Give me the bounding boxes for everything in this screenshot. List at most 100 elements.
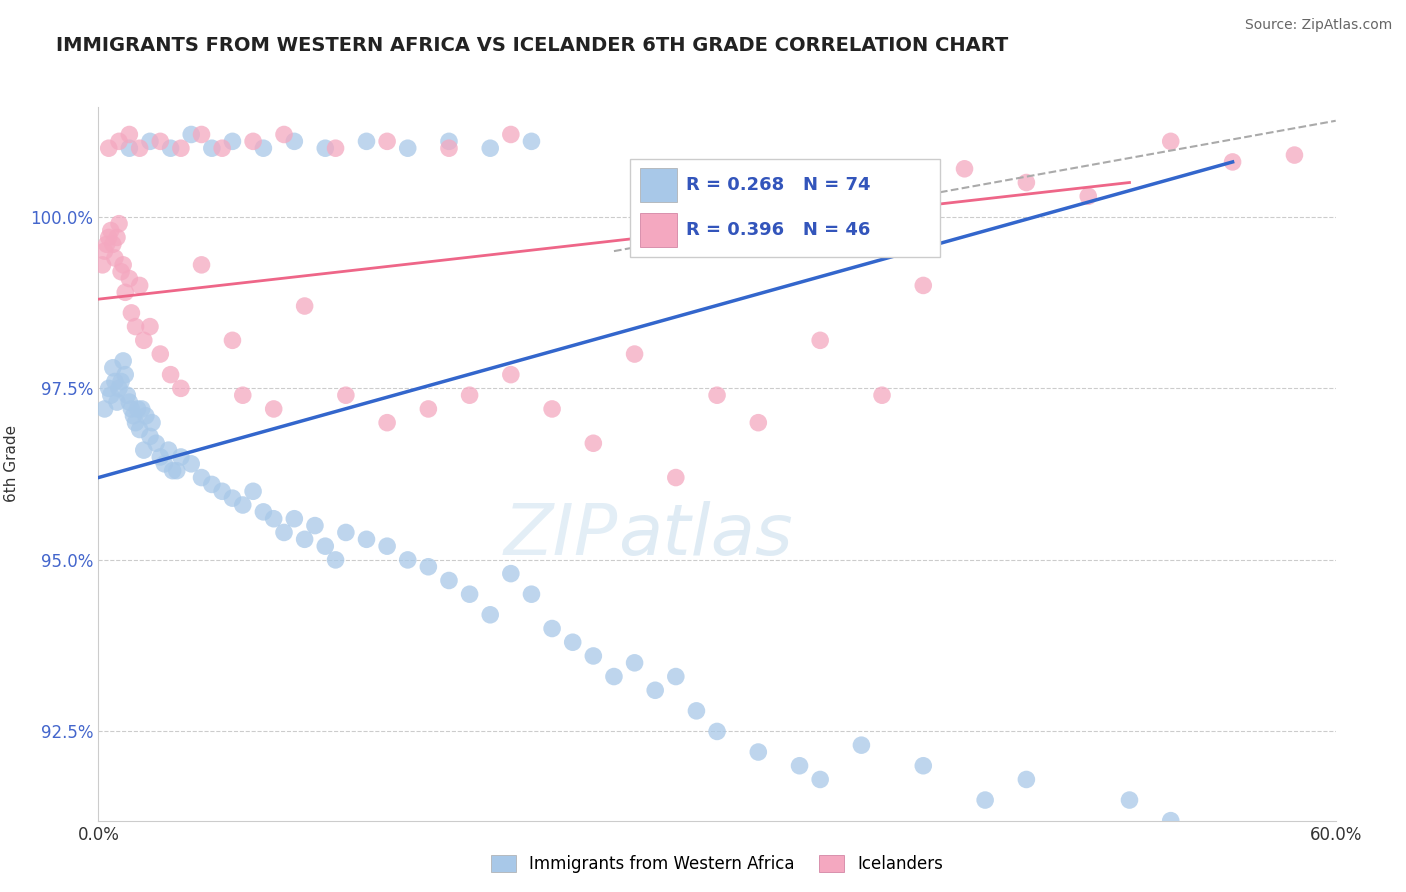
Point	[665, 470, 688, 484]
Text: ZIP: ZIP	[503, 500, 619, 570]
Point	[114, 285, 136, 300]
Point	[120, 401, 142, 416]
Point	[263, 512, 285, 526]
Point	[100, 223, 122, 237]
Point	[110, 265, 132, 279]
Point	[170, 141, 193, 155]
Point	[93, 244, 115, 259]
Point	[162, 464, 184, 478]
Point	[375, 539, 398, 553]
Point	[375, 134, 398, 148]
Point	[105, 395, 128, 409]
Bar	[640, 212, 676, 247]
Point	[685, 704, 707, 718]
Point	[603, 669, 626, 683]
Point	[263, 401, 285, 416]
Point	[644, 683, 666, 698]
Point	[1222, 155, 1244, 169]
Point	[101, 360, 124, 375]
Point	[91, 258, 114, 272]
Point	[170, 450, 193, 464]
Point	[112, 258, 135, 272]
Point	[314, 539, 336, 553]
Point	[582, 648, 605, 663]
Point	[120, 306, 142, 320]
Point	[437, 574, 460, 588]
Text: R = 0.268   N = 74: R = 0.268 N = 74	[686, 177, 870, 194]
Point	[97, 381, 120, 395]
Point	[159, 141, 181, 155]
Point	[375, 416, 398, 430]
Text: R = 0.396   N = 46: R = 0.396 N = 46	[686, 221, 870, 239]
Point	[1284, 148, 1306, 162]
Point	[808, 334, 831, 348]
Text: atlas: atlas	[619, 500, 793, 570]
Point	[1222, 827, 1244, 841]
Point	[335, 388, 357, 402]
Point	[131, 401, 153, 416]
Point	[97, 141, 120, 155]
Point	[665, 669, 688, 683]
Point	[747, 416, 769, 430]
Point	[396, 141, 419, 155]
Point	[294, 299, 316, 313]
Point	[418, 559, 440, 574]
Point	[232, 388, 254, 402]
Point	[314, 141, 336, 155]
Point	[582, 436, 605, 450]
Point	[118, 128, 141, 142]
Point	[232, 498, 254, 512]
Point	[325, 553, 347, 567]
Point	[118, 271, 141, 285]
Point	[458, 388, 481, 402]
Point	[104, 251, 127, 265]
Point	[108, 217, 131, 231]
Point	[221, 334, 243, 348]
Point	[356, 134, 378, 148]
Point	[706, 388, 728, 402]
Point	[117, 388, 139, 402]
Point	[541, 401, 564, 416]
Point	[122, 409, 145, 423]
Point	[149, 450, 172, 464]
Point	[93, 401, 115, 416]
Point	[118, 395, 141, 409]
Point	[128, 423, 150, 437]
Point	[1160, 134, 1182, 148]
Point	[124, 319, 146, 334]
Point	[458, 587, 481, 601]
Point	[499, 368, 522, 382]
Point	[789, 758, 811, 772]
Point	[118, 141, 141, 155]
Point	[108, 134, 131, 148]
Point	[139, 429, 162, 443]
Point	[242, 484, 264, 499]
Point	[499, 566, 522, 581]
Text: IMMIGRANTS FROM WESTERN AFRICA VS ICELANDER 6TH GRADE CORRELATION CHART: IMMIGRANTS FROM WESTERN AFRICA VS ICELAN…	[56, 36, 1008, 54]
Point	[437, 134, 460, 148]
Point	[157, 443, 180, 458]
Point	[870, 388, 893, 402]
Point	[912, 278, 935, 293]
Point	[112, 354, 135, 368]
Point	[1160, 814, 1182, 828]
Point	[104, 375, 127, 389]
Point	[190, 258, 212, 272]
Point	[706, 724, 728, 739]
Point	[149, 134, 172, 148]
Point	[273, 128, 295, 142]
Point	[132, 334, 155, 348]
Point	[283, 512, 305, 526]
Point	[808, 772, 831, 787]
Legend: Immigrants from Western Africa, Icelanders: Immigrants from Western Africa, Icelande…	[484, 848, 950, 880]
Point	[201, 141, 224, 155]
Point	[96, 237, 118, 252]
Point	[108, 381, 131, 395]
Point	[135, 409, 157, 423]
Point	[139, 319, 162, 334]
Point	[153, 457, 176, 471]
Point	[1015, 176, 1038, 190]
Point	[851, 738, 873, 752]
Point	[132, 443, 155, 458]
Point	[273, 525, 295, 540]
